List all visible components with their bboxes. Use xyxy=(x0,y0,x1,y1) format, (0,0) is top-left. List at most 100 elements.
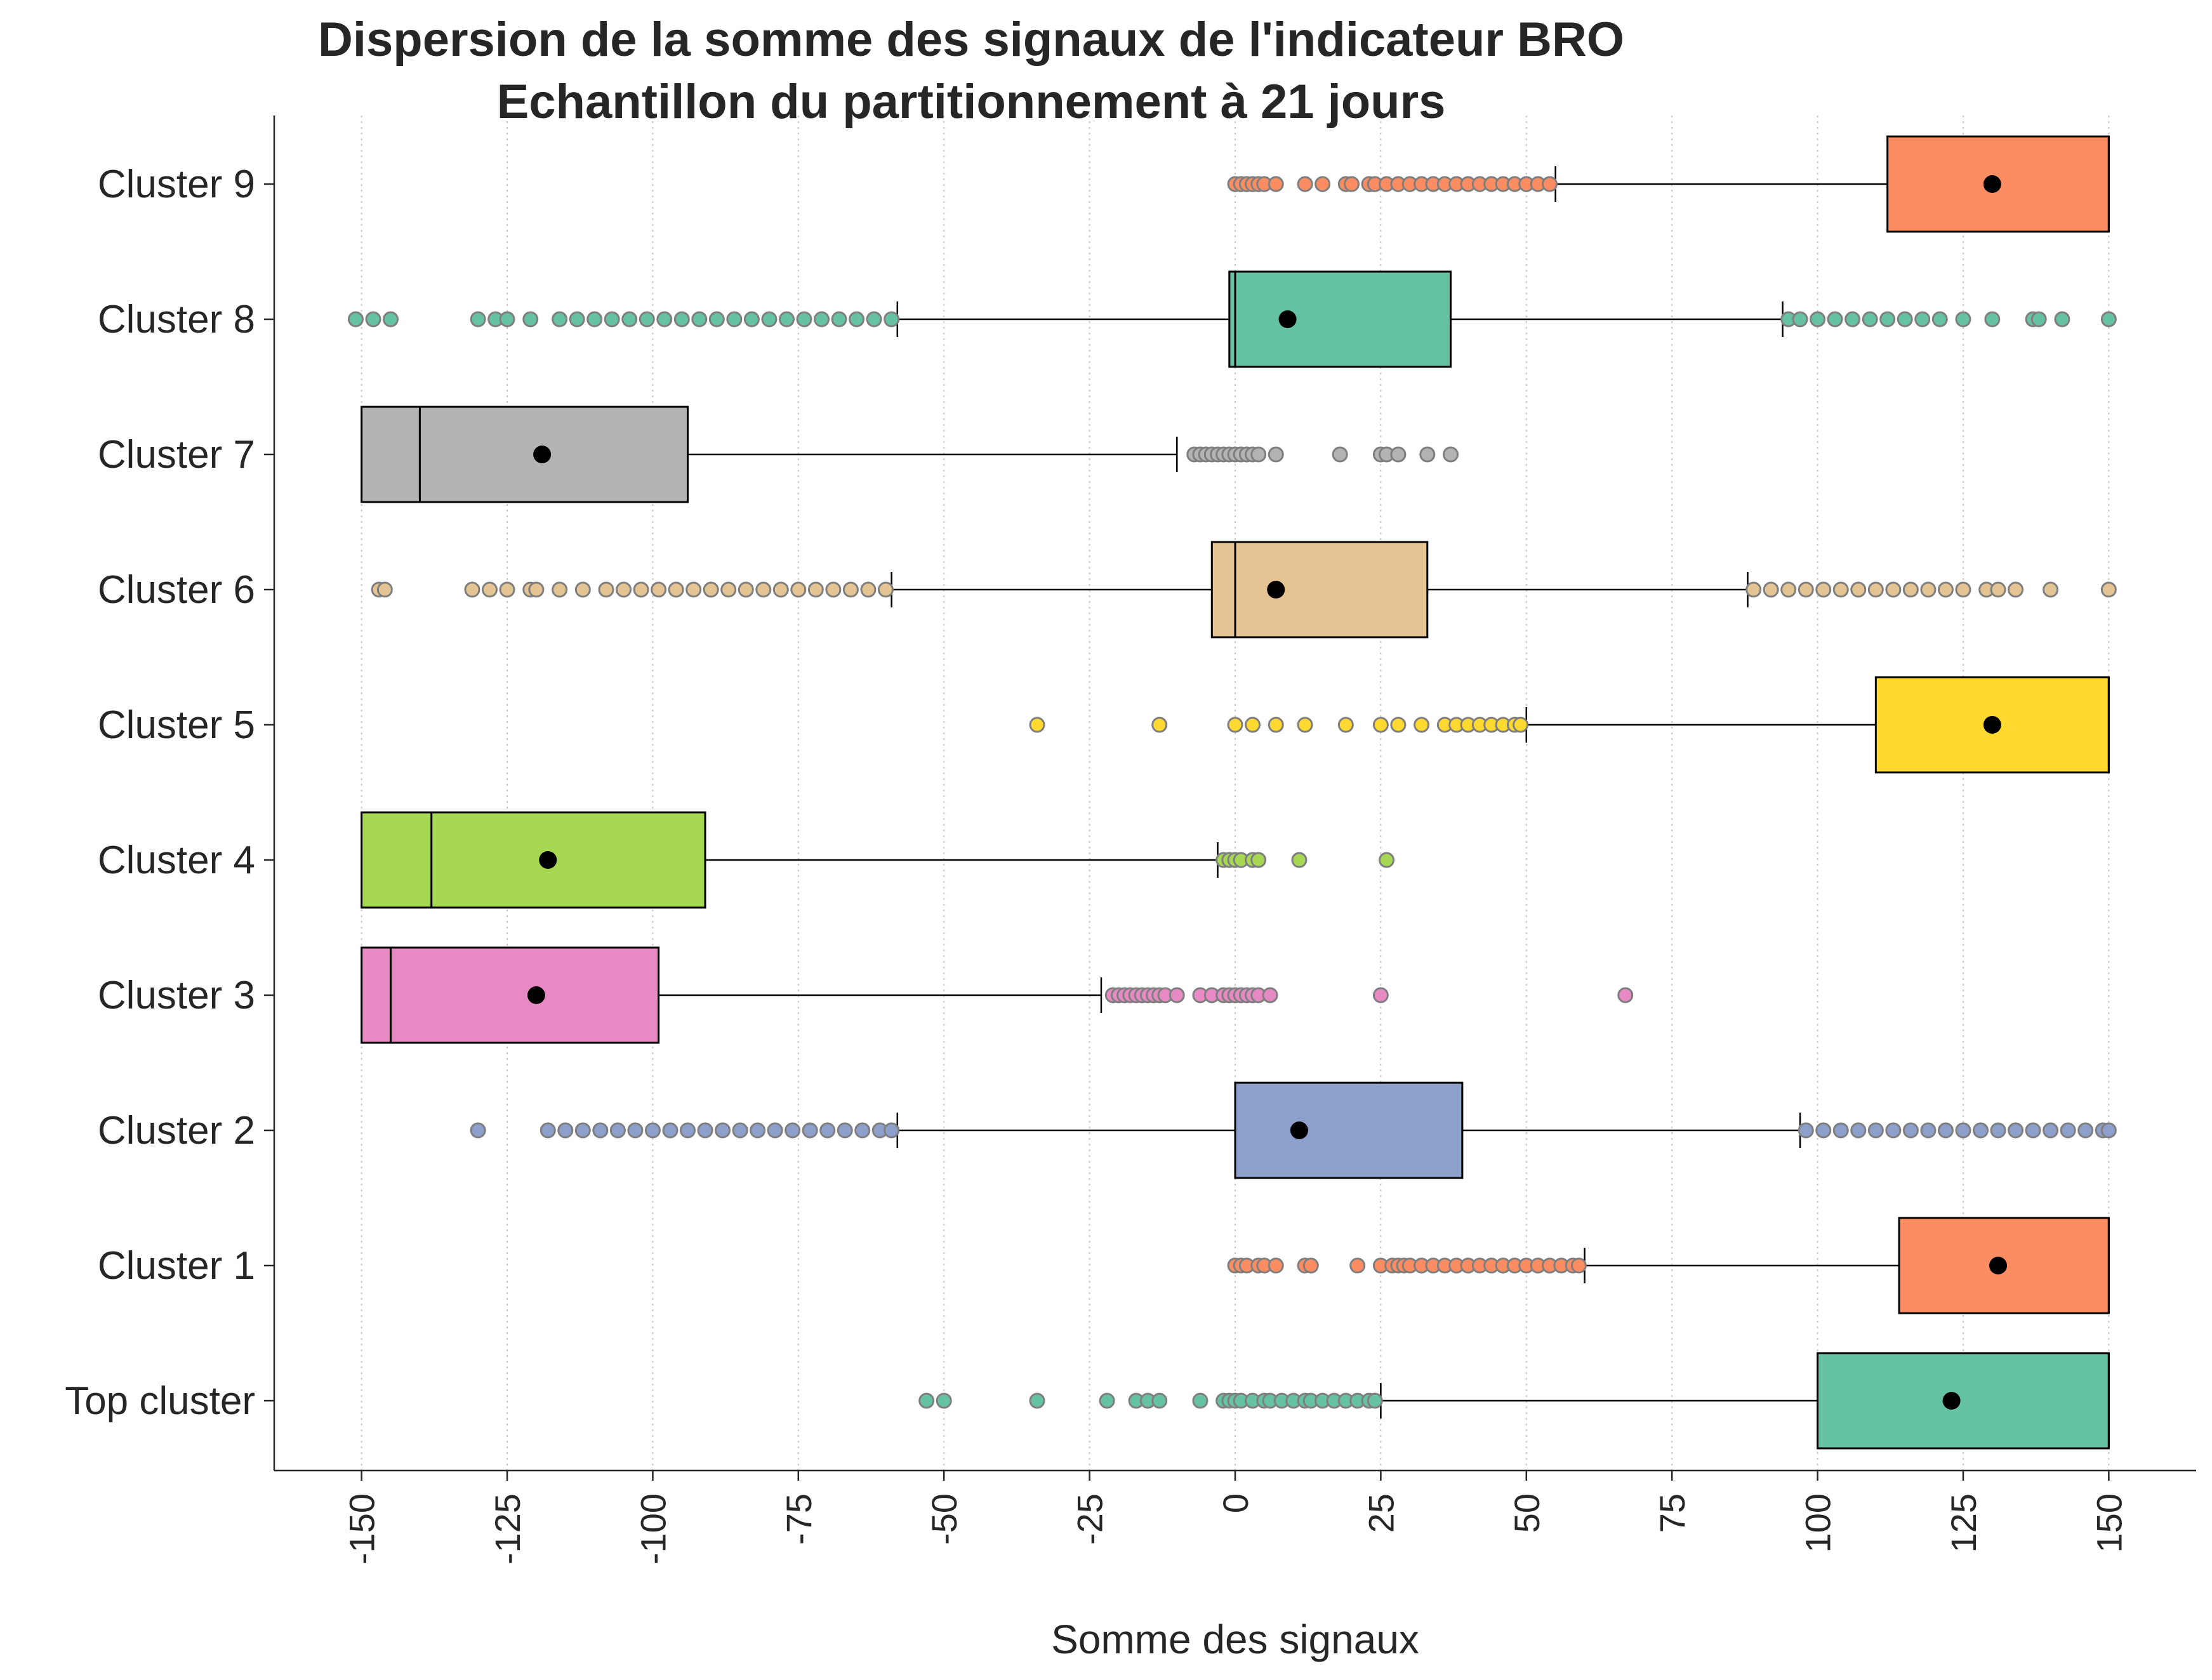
outlier-point xyxy=(1315,176,1331,192)
outlier-point xyxy=(1419,446,1436,463)
outlier-point xyxy=(743,311,760,327)
outlier-point xyxy=(1443,446,1459,463)
outlier-point xyxy=(1850,1122,1867,1139)
box xyxy=(361,406,689,503)
outlier-point xyxy=(715,1122,731,1139)
outlier-point xyxy=(2008,581,2024,598)
outlier-point xyxy=(1937,1122,1954,1139)
outlier-point xyxy=(616,581,632,598)
box-group xyxy=(1029,676,2110,774)
outlier-point xyxy=(1902,581,1919,598)
mean-marker xyxy=(1290,1121,1308,1139)
box-group xyxy=(1227,1217,2110,1314)
outlier-point xyxy=(807,581,824,598)
outlier-point xyxy=(1379,852,1395,868)
outlier-point xyxy=(2025,1122,2041,1139)
x-tick-label: -125 xyxy=(487,1493,527,1564)
outlier-point xyxy=(849,311,865,327)
outlier-point xyxy=(1815,1122,1832,1139)
outlier-point xyxy=(522,311,539,327)
outlier-point xyxy=(482,581,498,598)
outlier-point xyxy=(866,311,882,327)
x-axis-label: Somme des signaux xyxy=(1051,1617,1419,1662)
outlier-point xyxy=(470,311,486,327)
outlier-point xyxy=(347,311,364,327)
outlier-point xyxy=(1332,446,1348,463)
outlier-point xyxy=(679,1122,696,1139)
outlier-point xyxy=(761,311,778,327)
box-group xyxy=(1227,135,2110,233)
outlier-point xyxy=(1291,852,1308,868)
outlier-point xyxy=(598,581,614,598)
outlier-point xyxy=(1955,581,1971,598)
outlier-point xyxy=(1867,581,1884,598)
outlier-point xyxy=(1984,311,2001,327)
outlier-point xyxy=(1862,311,1878,327)
x-tick-label: 100 xyxy=(1798,1493,1838,1552)
x-tick-label: 75 xyxy=(1652,1493,1692,1533)
outlier-point xyxy=(1302,1257,1319,1274)
outlier-point xyxy=(1372,717,1389,733)
outlier-point xyxy=(540,1122,556,1139)
y-tick-label: Cluster 3 xyxy=(98,974,255,1017)
outlier-point xyxy=(1151,717,1168,733)
outlier-point xyxy=(470,1122,486,1139)
outlier-point xyxy=(1372,987,1389,1003)
outlier-point xyxy=(1844,311,1861,327)
outlier-point xyxy=(1513,717,1529,733)
outlier-point xyxy=(884,311,900,327)
outlier-point xyxy=(1780,581,1797,598)
outlier-point xyxy=(2043,581,2059,598)
outlier-point xyxy=(1169,987,1185,1003)
outlier-point xyxy=(825,581,842,598)
outlier-point xyxy=(499,311,515,327)
outlier-point xyxy=(750,1122,766,1139)
outlier-point xyxy=(569,311,585,327)
outlier-point xyxy=(1914,311,1931,327)
outlier-point xyxy=(1931,311,1948,327)
outlier-point xyxy=(365,311,381,327)
outlier-point xyxy=(936,1392,952,1409)
mean-marker xyxy=(1942,1392,1961,1410)
outlier-point xyxy=(644,1122,661,1139)
outlier-point xyxy=(651,581,667,598)
outlier-point xyxy=(708,311,725,327)
outlier-point xyxy=(2030,311,2047,327)
outlier-point xyxy=(860,581,877,598)
outlier-point xyxy=(1268,1257,1284,1274)
outlier-point xyxy=(1367,1392,1383,1409)
mean-marker xyxy=(1267,581,1285,599)
outlier-point xyxy=(732,1122,748,1139)
mean-marker xyxy=(1983,175,2001,193)
box-group xyxy=(918,1352,2110,1450)
outlier-point xyxy=(1897,311,1913,327)
outlier-point xyxy=(1885,1122,1902,1139)
outlier-point xyxy=(1390,446,1407,463)
outlier-point xyxy=(552,581,568,598)
y-tick-label: Cluster 6 xyxy=(98,568,255,612)
outlier-point xyxy=(668,581,684,598)
y-tick-label: Cluster 5 xyxy=(98,703,255,747)
mean-marker xyxy=(1278,310,1297,328)
outlier-point xyxy=(1990,1122,2006,1139)
chart-subtitle: Echantillon du partitionnement à 21 jour… xyxy=(497,75,1446,129)
outlier-point xyxy=(2100,1122,2117,1139)
outlier-point xyxy=(2060,1122,2076,1139)
outlier-point xyxy=(1250,852,1267,868)
outlier-point xyxy=(574,581,591,598)
outlier-point xyxy=(1745,581,1762,598)
outlier-point xyxy=(884,1122,900,1139)
outlier-point xyxy=(1268,717,1284,733)
outlier-point xyxy=(755,581,772,598)
outlier-point xyxy=(2100,581,2117,598)
outlier-point xyxy=(1349,1257,1366,1274)
outlier-point xyxy=(1850,581,1867,598)
outlier-point xyxy=(738,581,754,598)
outlier-point xyxy=(633,581,649,598)
outlier-point xyxy=(1245,717,1261,733)
boxes-layer xyxy=(347,135,2117,1450)
outlier-point xyxy=(552,311,568,327)
box-group xyxy=(361,946,1634,1044)
outlier-point xyxy=(877,581,894,598)
x-tick-label: -75 xyxy=(779,1493,819,1545)
